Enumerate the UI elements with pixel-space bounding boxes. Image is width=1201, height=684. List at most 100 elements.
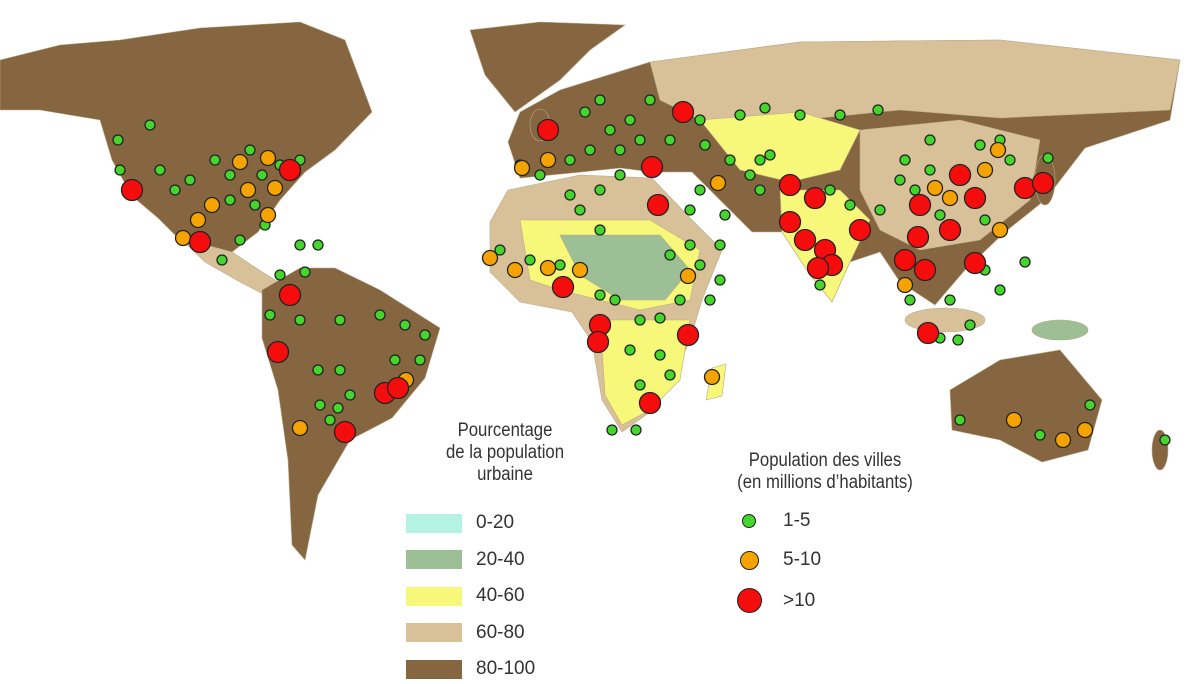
city-marker-small	[564, 189, 576, 201]
city-marker-medium	[571, 261, 589, 279]
legend-label: 1-5	[783, 510, 811, 531]
city-marker-small	[654, 349, 666, 361]
city-marker-small	[834, 109, 846, 121]
title-line: de la population	[445, 442, 565, 463]
city-marker-small	[744, 169, 756, 181]
city-marker-small	[144, 119, 156, 131]
city-legend-item: 1-5	[735, 510, 810, 532]
city-marker-medium	[539, 259, 557, 277]
city-marker-small	[609, 294, 621, 306]
city-marker-small	[824, 184, 836, 196]
city-marker-medium	[896, 276, 914, 294]
city-marker-medium	[1005, 411, 1023, 429]
city-marker-medium	[266, 179, 284, 197]
city-marker-small	[494, 244, 506, 256]
city-marker-small	[224, 169, 236, 181]
city-marker-small	[954, 414, 966, 426]
city-marker-medium	[976, 161, 994, 179]
city-marker-small	[614, 169, 626, 181]
city-marker-large	[638, 391, 662, 415]
city-marker-large	[640, 155, 664, 179]
urban-legend-title: Pourcentage de la population urbaine	[408, 420, 602, 486]
city-marker-large	[963, 251, 987, 275]
legend-label: 40-60	[476, 585, 525, 606]
city-marker-small	[334, 314, 346, 326]
city-marker-small	[1034, 429, 1046, 441]
city-marker-small	[169, 184, 181, 196]
city-marker-small	[564, 154, 576, 166]
city-marker-small	[374, 309, 386, 321]
city-marker-small	[664, 369, 676, 381]
city-marker-small	[332, 402, 344, 414]
city-legend-title: Population des villes (en millions d’hab…	[697, 450, 952, 494]
title-line: urbaine	[477, 464, 533, 485]
city-marker-small	[694, 184, 706, 196]
city-marker-small	[734, 109, 746, 121]
city-marker-small	[579, 106, 591, 118]
city-marker-small	[664, 249, 676, 261]
city-marker-small	[1159, 434, 1171, 446]
city-marker-large	[120, 178, 144, 202]
city-marker-large	[963, 186, 987, 210]
city-marker-small	[634, 314, 646, 326]
city-marker-small	[554, 259, 566, 271]
city-marker-small	[154, 164, 166, 176]
city-marker-large	[1031, 171, 1055, 195]
city-marker-small	[684, 204, 696, 216]
city-marker-small	[974, 139, 986, 151]
city-marker-medium	[481, 249, 499, 267]
city-marker-large	[536, 118, 560, 142]
city-marker-small	[724, 154, 736, 166]
city-marker-large	[806, 256, 830, 280]
city-marker-large	[893, 248, 917, 272]
city-marker-small	[909, 184, 921, 196]
city-marker-small	[594, 289, 606, 301]
city-marker-small	[759, 102, 771, 114]
city-marker-small	[704, 294, 716, 306]
city-marker-small	[699, 139, 711, 151]
city-legend-item: >10	[735, 588, 815, 613]
city-marker-small	[644, 94, 656, 106]
city-marker-small	[684, 239, 696, 251]
city-marker-large	[948, 163, 972, 187]
city-marker-small	[874, 204, 886, 216]
city-marker-small	[399, 319, 411, 331]
legend-label: >10	[783, 589, 816, 611]
legend-swatch	[406, 659, 462, 679]
city-marker-large	[278, 283, 302, 307]
russia-region	[649, 39, 1181, 121]
legend-label: 20-40	[476, 548, 525, 570]
city-marker-small	[414, 354, 426, 366]
city-marker-small	[814, 279, 826, 291]
title-line: Pourcentage	[457, 420, 553, 441]
city-marker-small	[249, 199, 261, 211]
city-marker-small	[524, 254, 536, 266]
city-marker-small	[234, 234, 246, 246]
city-marker-small	[389, 354, 401, 366]
city-marker-small	[606, 424, 618, 436]
city-marker-small	[209, 154, 221, 166]
city-marker-large	[646, 193, 670, 217]
city-marker-large	[848, 218, 872, 242]
city-marker-small	[574, 204, 586, 216]
city-marker-medium	[941, 189, 959, 207]
city-marker-small	[344, 389, 356, 401]
city-marker-small	[794, 109, 806, 121]
city-marker-small	[594, 224, 606, 236]
title-line: Population des villes	[748, 450, 902, 471]
city-marker-medium	[231, 153, 249, 171]
new-guinea	[1031, 319, 1089, 341]
urban-legend-item: 20-40	[406, 549, 525, 571]
city-marker-small	[312, 364, 324, 376]
city-marker-small	[924, 164, 936, 176]
city-markers	[112, 94, 1171, 449]
city-marker-small	[216, 254, 228, 266]
city-marker-small	[764, 149, 776, 161]
city-marker-medium	[506, 261, 524, 279]
city-marker-small	[934, 209, 946, 221]
city-marker-large	[386, 376, 410, 400]
city-marker-small	[294, 314, 306, 326]
city-marker-medium	[703, 368, 721, 386]
city-marker-small	[614, 144, 626, 156]
